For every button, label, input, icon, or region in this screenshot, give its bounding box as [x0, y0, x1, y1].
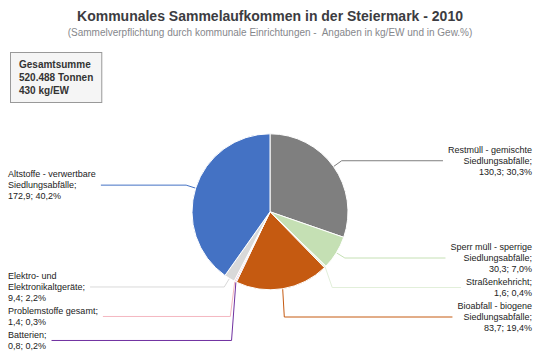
- svg-text:Kommunales Sammelaufkommen in: Kommunales Sammelaufkommen in der Steier…: [77, 8, 463, 24]
- svg-text:Gesamtsumme: Gesamtsumme: [19, 59, 91, 70]
- svg-text:Siedlungsabfälle;: Siedlungsabfälle;: [463, 156, 532, 166]
- svg-text:Elektro- und: Elektro- und: [8, 271, 57, 281]
- svg-text:1,4; 0,3%: 1,4; 0,3%: [8, 317, 46, 327]
- svg-text:83,7; 19,4%: 83,7; 19,4%: [484, 323, 532, 333]
- svg-text:Siedlungsabfälle;: Siedlungsabfälle;: [463, 312, 532, 322]
- svg-text:430 kg/EW: 430 kg/EW: [19, 85, 70, 96]
- svg-text:520.488 Tonnen: 520.488 Tonnen: [19, 72, 93, 83]
- svg-text:Batterien;: Batterien;: [8, 330, 47, 340]
- svg-text:Straßenkehricht;: Straßenkehricht;: [466, 277, 532, 287]
- svg-text:(Sammelverpflichtung durch kom: (Sammelverpflichtung durch kommunale Ein…: [68, 27, 473, 38]
- svg-text:Altstoffe - verwertbare: Altstoffe - verwertbare: [8, 169, 96, 179]
- svg-text:9,4; 2,2%: 9,4; 2,2%: [8, 293, 46, 303]
- svg-text:Elektronikaltgeräte;: Elektronikaltgeräte;: [8, 282, 85, 292]
- svg-text:1,6; 0,4%: 1,6; 0,4%: [494, 288, 532, 298]
- svg-text:172,9; 40,2%: 172,9; 40,2%: [8, 191, 61, 201]
- svg-text:30,3; 7,0%: 30,3; 7,0%: [489, 264, 532, 274]
- svg-text:Siedlungsabfälle;: Siedlungsabfälle;: [8, 180, 77, 190]
- svg-text:Sperr müll - sperrige: Sperr müll - sperrige: [450, 242, 532, 252]
- svg-text:Problemstoffe gesamt;: Problemstoffe gesamt;: [8, 306, 98, 316]
- svg-text:Bioabfall - biogene: Bioabfall - biogene: [457, 301, 532, 311]
- svg-text:Restmüll - gemischte: Restmüll - gemischte: [448, 145, 532, 155]
- svg-text:Siedlungsabfälle;: Siedlungsabfälle;: [463, 253, 532, 263]
- svg-text:0,8; 0,2%: 0,8; 0,2%: [8, 341, 46, 351]
- svg-text:130,3; 30,3%: 130,3; 30,3%: [479, 167, 532, 177]
